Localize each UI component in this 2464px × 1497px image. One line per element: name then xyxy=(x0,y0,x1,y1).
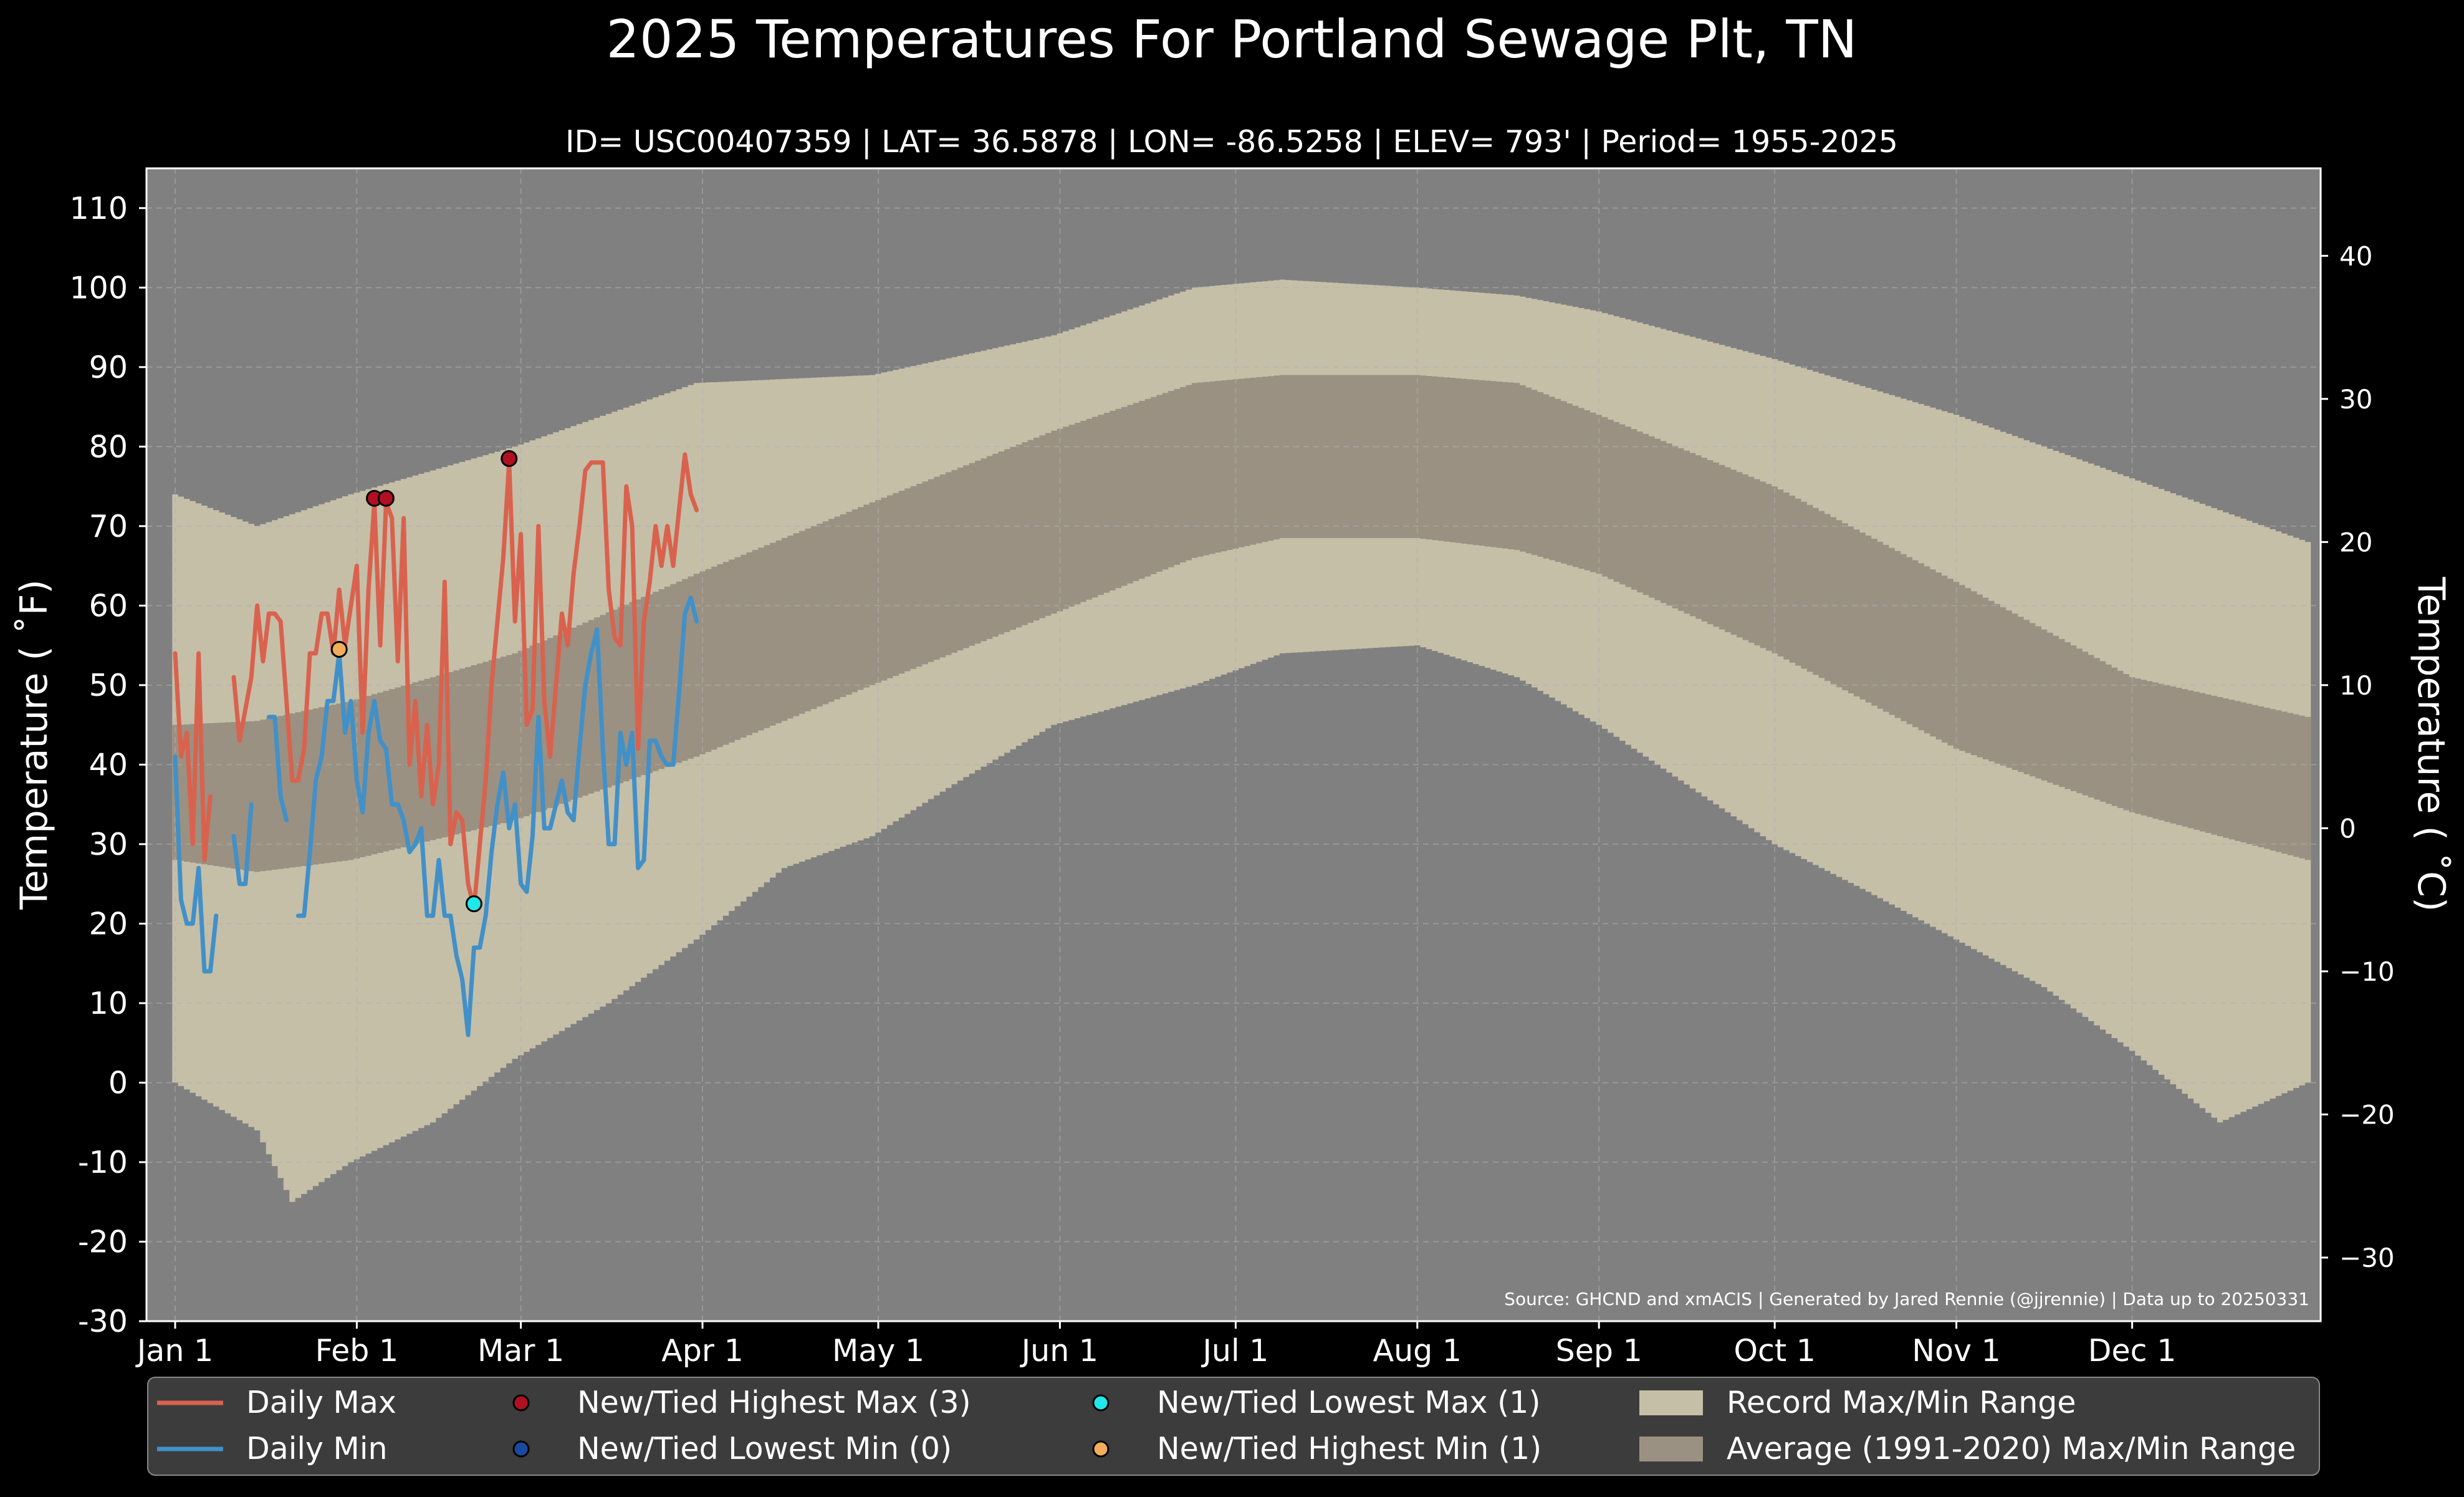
plot-frame xyxy=(145,167,2322,1322)
daily-series xyxy=(173,452,699,1037)
x-axis: Jan 1 Feb 1 Mar 1 Apr 1 May 1 Jun 1 Jul 1 Aug 1… xyxy=(135,1321,2177,1369)
chart-title: 2025 Temperatures For Portland Sewage Pl… xyxy=(606,9,1858,70)
y-axis-label-left: Temperature ( ˚F) xyxy=(12,579,56,910)
legend-marker-high-max xyxy=(512,1394,530,1412)
y-tick-label-left: 100 xyxy=(69,270,128,306)
x-tick-label: Feb 1 xyxy=(315,1333,399,1369)
x-tick-label: Apr 1 xyxy=(661,1333,744,1369)
legend-label-low-max: New/Tied Lowest Max (1) xyxy=(1157,1385,1541,1420)
legend-label-low-min: New/Tied Lowest Min (0) xyxy=(577,1431,952,1466)
marker-high-max xyxy=(501,450,518,467)
x-tick-label: May 1 xyxy=(832,1333,924,1369)
y-tick-label-right: −20 xyxy=(2339,1099,2395,1130)
legend-label-high-min: New/Tied Highest Min (1) xyxy=(1157,1431,1541,1466)
normal-range-band xyxy=(172,375,2311,872)
legend-label-daily-max: Daily Max xyxy=(246,1385,396,1420)
x-tick-label: Aug 1 xyxy=(1373,1333,1462,1369)
legend-label-high-max: New/Tied Highest Max (3) xyxy=(577,1385,971,1420)
y-tick-label-right: 20 xyxy=(2339,527,2372,557)
y-tick-label-left: 110 xyxy=(69,191,128,226)
source-note: Source: GHCND and xmACIS | Generated by … xyxy=(1504,1289,2309,1309)
legend-marker-low-min xyxy=(512,1440,530,1458)
y-tick-label-left: 30 xyxy=(89,827,128,862)
plot-area xyxy=(145,167,2322,1322)
y-axis-label-right: Temperature ( ˚C) xyxy=(2409,577,2453,912)
marker-high-max xyxy=(377,489,395,507)
x-tick-label: Oct 1 xyxy=(1733,1333,1815,1369)
y-axis-right: 40 30 20 10 0 −10 −20 −30 xyxy=(2321,241,2395,1273)
x-tick-label: Jun 1 xyxy=(1020,1333,1098,1369)
y-tick-label-right: −30 xyxy=(2339,1243,2395,1273)
x-tick-label: Sep 1 xyxy=(1556,1333,1642,1369)
legend-marker-high-min xyxy=(1092,1440,1110,1458)
y-tick-label-left: 40 xyxy=(89,747,128,782)
legend-label-normal-range: Average (1991-2020) Max/Min Range xyxy=(1727,1431,2296,1466)
y-tick-label-right: 10 xyxy=(2339,670,2372,701)
legend-label-record-range: Record Max/Min Range xyxy=(1727,1385,2076,1420)
y-tick-label-left: 50 xyxy=(89,668,128,703)
y-tick-label-right: 30 xyxy=(2339,384,2372,415)
chart-subtitle: ID= USC00407359 | LAT= 36.5878 | LON= -8… xyxy=(565,124,1898,160)
legend-box xyxy=(147,1377,2320,1476)
legend-swatch-normal-range xyxy=(1639,1437,1703,1461)
y-tick-label-left: -30 xyxy=(78,1304,128,1339)
y-tick-label-left: 60 xyxy=(89,588,128,623)
y-tick-label-left: 20 xyxy=(89,906,128,941)
x-tick-label: Jul 1 xyxy=(1201,1333,1268,1369)
record-markers xyxy=(330,450,518,913)
legend-label-daily-min: Daily Min xyxy=(246,1431,388,1466)
marker-low-max xyxy=(465,895,482,913)
y-tick-label-left: 0 xyxy=(108,1065,128,1100)
x-tick-label: Jan 1 xyxy=(135,1333,213,1369)
y-tick-label-right: 0 xyxy=(2339,813,2356,844)
marker-high-min xyxy=(330,640,348,658)
y-tick-label-left: 10 xyxy=(89,986,128,1021)
y-tick-label-right: −10 xyxy=(2339,956,2395,987)
x-tick-label: Nov 1 xyxy=(1912,1333,2000,1369)
y-tick-label-left: 80 xyxy=(89,429,128,465)
y-tick-label-left: 70 xyxy=(89,509,128,544)
y-tick-label-left: -10 xyxy=(78,1145,128,1180)
y-tick-label-right: 40 xyxy=(2339,241,2372,271)
x-tick-label: Mar 1 xyxy=(477,1333,564,1369)
legend: Daily Max Daily Min New/Tied Highest Max… xyxy=(147,1377,2320,1476)
legend-marker-low-max xyxy=(1092,1394,1110,1412)
normal-range-area xyxy=(172,375,2311,872)
x-tick-label: Dec 1 xyxy=(2088,1333,2177,1369)
y-tick-label-left: 90 xyxy=(89,350,128,385)
daily-min-line xyxy=(173,595,699,1037)
y-tick-label-left: -20 xyxy=(78,1224,128,1259)
daily-max-line xyxy=(173,452,699,910)
legend-swatch-record-range xyxy=(1639,1390,1703,1415)
